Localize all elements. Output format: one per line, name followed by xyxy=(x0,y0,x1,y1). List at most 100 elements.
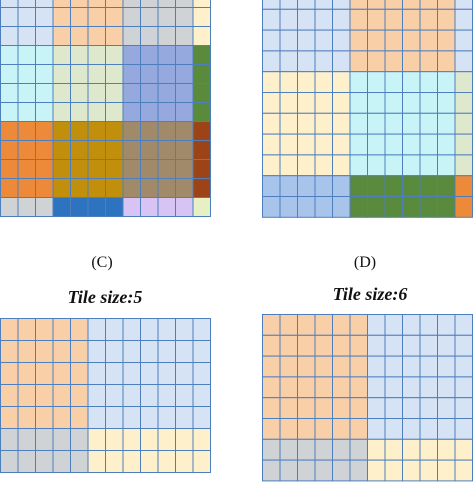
grid-cell xyxy=(122,384,141,407)
grid-cell xyxy=(157,318,176,341)
grid-cell xyxy=(262,334,281,357)
grid-cell xyxy=(297,71,316,93)
grid-cell xyxy=(52,7,71,27)
grid-cell xyxy=(52,140,71,160)
grid-cell xyxy=(367,8,386,31)
grid-cell xyxy=(157,159,176,179)
grid-cell xyxy=(437,0,456,10)
grid-cell xyxy=(122,340,141,363)
grid-cell xyxy=(297,133,316,156)
grid-cell xyxy=(52,0,71,8)
grid-cell xyxy=(419,29,438,52)
grid-cell xyxy=(192,197,211,217)
grid-cell xyxy=(140,178,159,198)
grid-cell xyxy=(332,397,351,419)
grid-cell xyxy=(52,428,71,451)
grid-cell xyxy=(367,196,386,218)
grid-cell xyxy=(87,26,106,46)
tile-size-5-title: Tile size:5 xyxy=(67,287,143,307)
grid-cell xyxy=(192,450,211,473)
grid-cell xyxy=(140,140,159,160)
grid-cell xyxy=(419,459,438,482)
grid-cell xyxy=(17,318,36,341)
grid-cell xyxy=(384,459,403,482)
grid-cell xyxy=(279,459,298,482)
grid-cell xyxy=(52,83,71,103)
grid-cell xyxy=(384,154,403,177)
grid-cell xyxy=(332,355,351,378)
grid-cell xyxy=(402,314,421,336)
grid-cell xyxy=(140,428,159,451)
grid-cell xyxy=(192,45,211,65)
grid-cell xyxy=(349,112,368,135)
grid-cell xyxy=(87,362,106,385)
grid-cell xyxy=(367,0,386,10)
grid-cell xyxy=(384,314,403,336)
grid-cell xyxy=(279,334,298,357)
grid-cell xyxy=(192,140,211,160)
grid-cell xyxy=(402,376,421,399)
grid-cell xyxy=(122,64,141,84)
grid-cell xyxy=(140,384,159,407)
grid-cell xyxy=(419,8,438,31)
grid-cell xyxy=(384,397,403,419)
grid-cell xyxy=(122,26,141,46)
grid-cell xyxy=(157,0,176,8)
grid-cell xyxy=(192,428,211,451)
grid-cell xyxy=(297,438,316,461)
grid-cell xyxy=(140,83,159,103)
grid-cell xyxy=(384,133,403,156)
grid-cell xyxy=(17,0,36,8)
grid-cell xyxy=(402,459,421,482)
grid-cell xyxy=(384,196,403,218)
grid-cell xyxy=(384,376,403,399)
grid-cell xyxy=(367,397,386,419)
grid-cell xyxy=(297,154,316,177)
grid-cell xyxy=(17,159,36,179)
grid-cell xyxy=(332,112,351,135)
grid-cell xyxy=(87,159,106,179)
grid-cell xyxy=(140,362,159,385)
grid-cell xyxy=(140,26,159,46)
grid-cell xyxy=(314,418,333,440)
grid-cell xyxy=(70,26,89,46)
grid-cell xyxy=(419,418,438,440)
grid-cell xyxy=(175,362,194,385)
grid-cell xyxy=(70,0,89,8)
grid-cell xyxy=(279,154,298,177)
grid-cell xyxy=(0,102,19,122)
grid-cell xyxy=(454,29,473,52)
grid-cell xyxy=(349,29,368,52)
grid-cell xyxy=(454,8,473,31)
grid-cell xyxy=(297,112,316,135)
grid-cell xyxy=(349,175,368,197)
grid-cell xyxy=(367,50,386,73)
grid-cell xyxy=(175,406,194,429)
grid-cell xyxy=(419,196,438,218)
grid-cell xyxy=(437,133,456,156)
grid-cell xyxy=(140,102,159,122)
grid-cell xyxy=(367,438,386,461)
grid-cell xyxy=(384,71,403,93)
grid-cell xyxy=(157,406,176,429)
grid-cell xyxy=(70,318,89,341)
grid-cell xyxy=(419,438,438,461)
grid-cell xyxy=(87,121,106,141)
grid-cell xyxy=(0,362,19,385)
grid-cell xyxy=(402,438,421,461)
grid-cell xyxy=(105,178,124,198)
grid-cell xyxy=(314,92,333,114)
grid-cell xyxy=(314,397,333,419)
grid-cell xyxy=(402,50,421,73)
grid-cell xyxy=(419,112,438,135)
grid-cell xyxy=(0,7,19,27)
grid-cell xyxy=(279,8,298,31)
grid-cell xyxy=(35,140,54,160)
grid-cell xyxy=(262,71,281,93)
grid-cell xyxy=(70,7,89,27)
grid-cell xyxy=(332,314,351,336)
grid-cell xyxy=(0,340,19,363)
grid-cell xyxy=(367,314,386,336)
grid-cell xyxy=(367,334,386,357)
grid-cell xyxy=(17,384,36,407)
